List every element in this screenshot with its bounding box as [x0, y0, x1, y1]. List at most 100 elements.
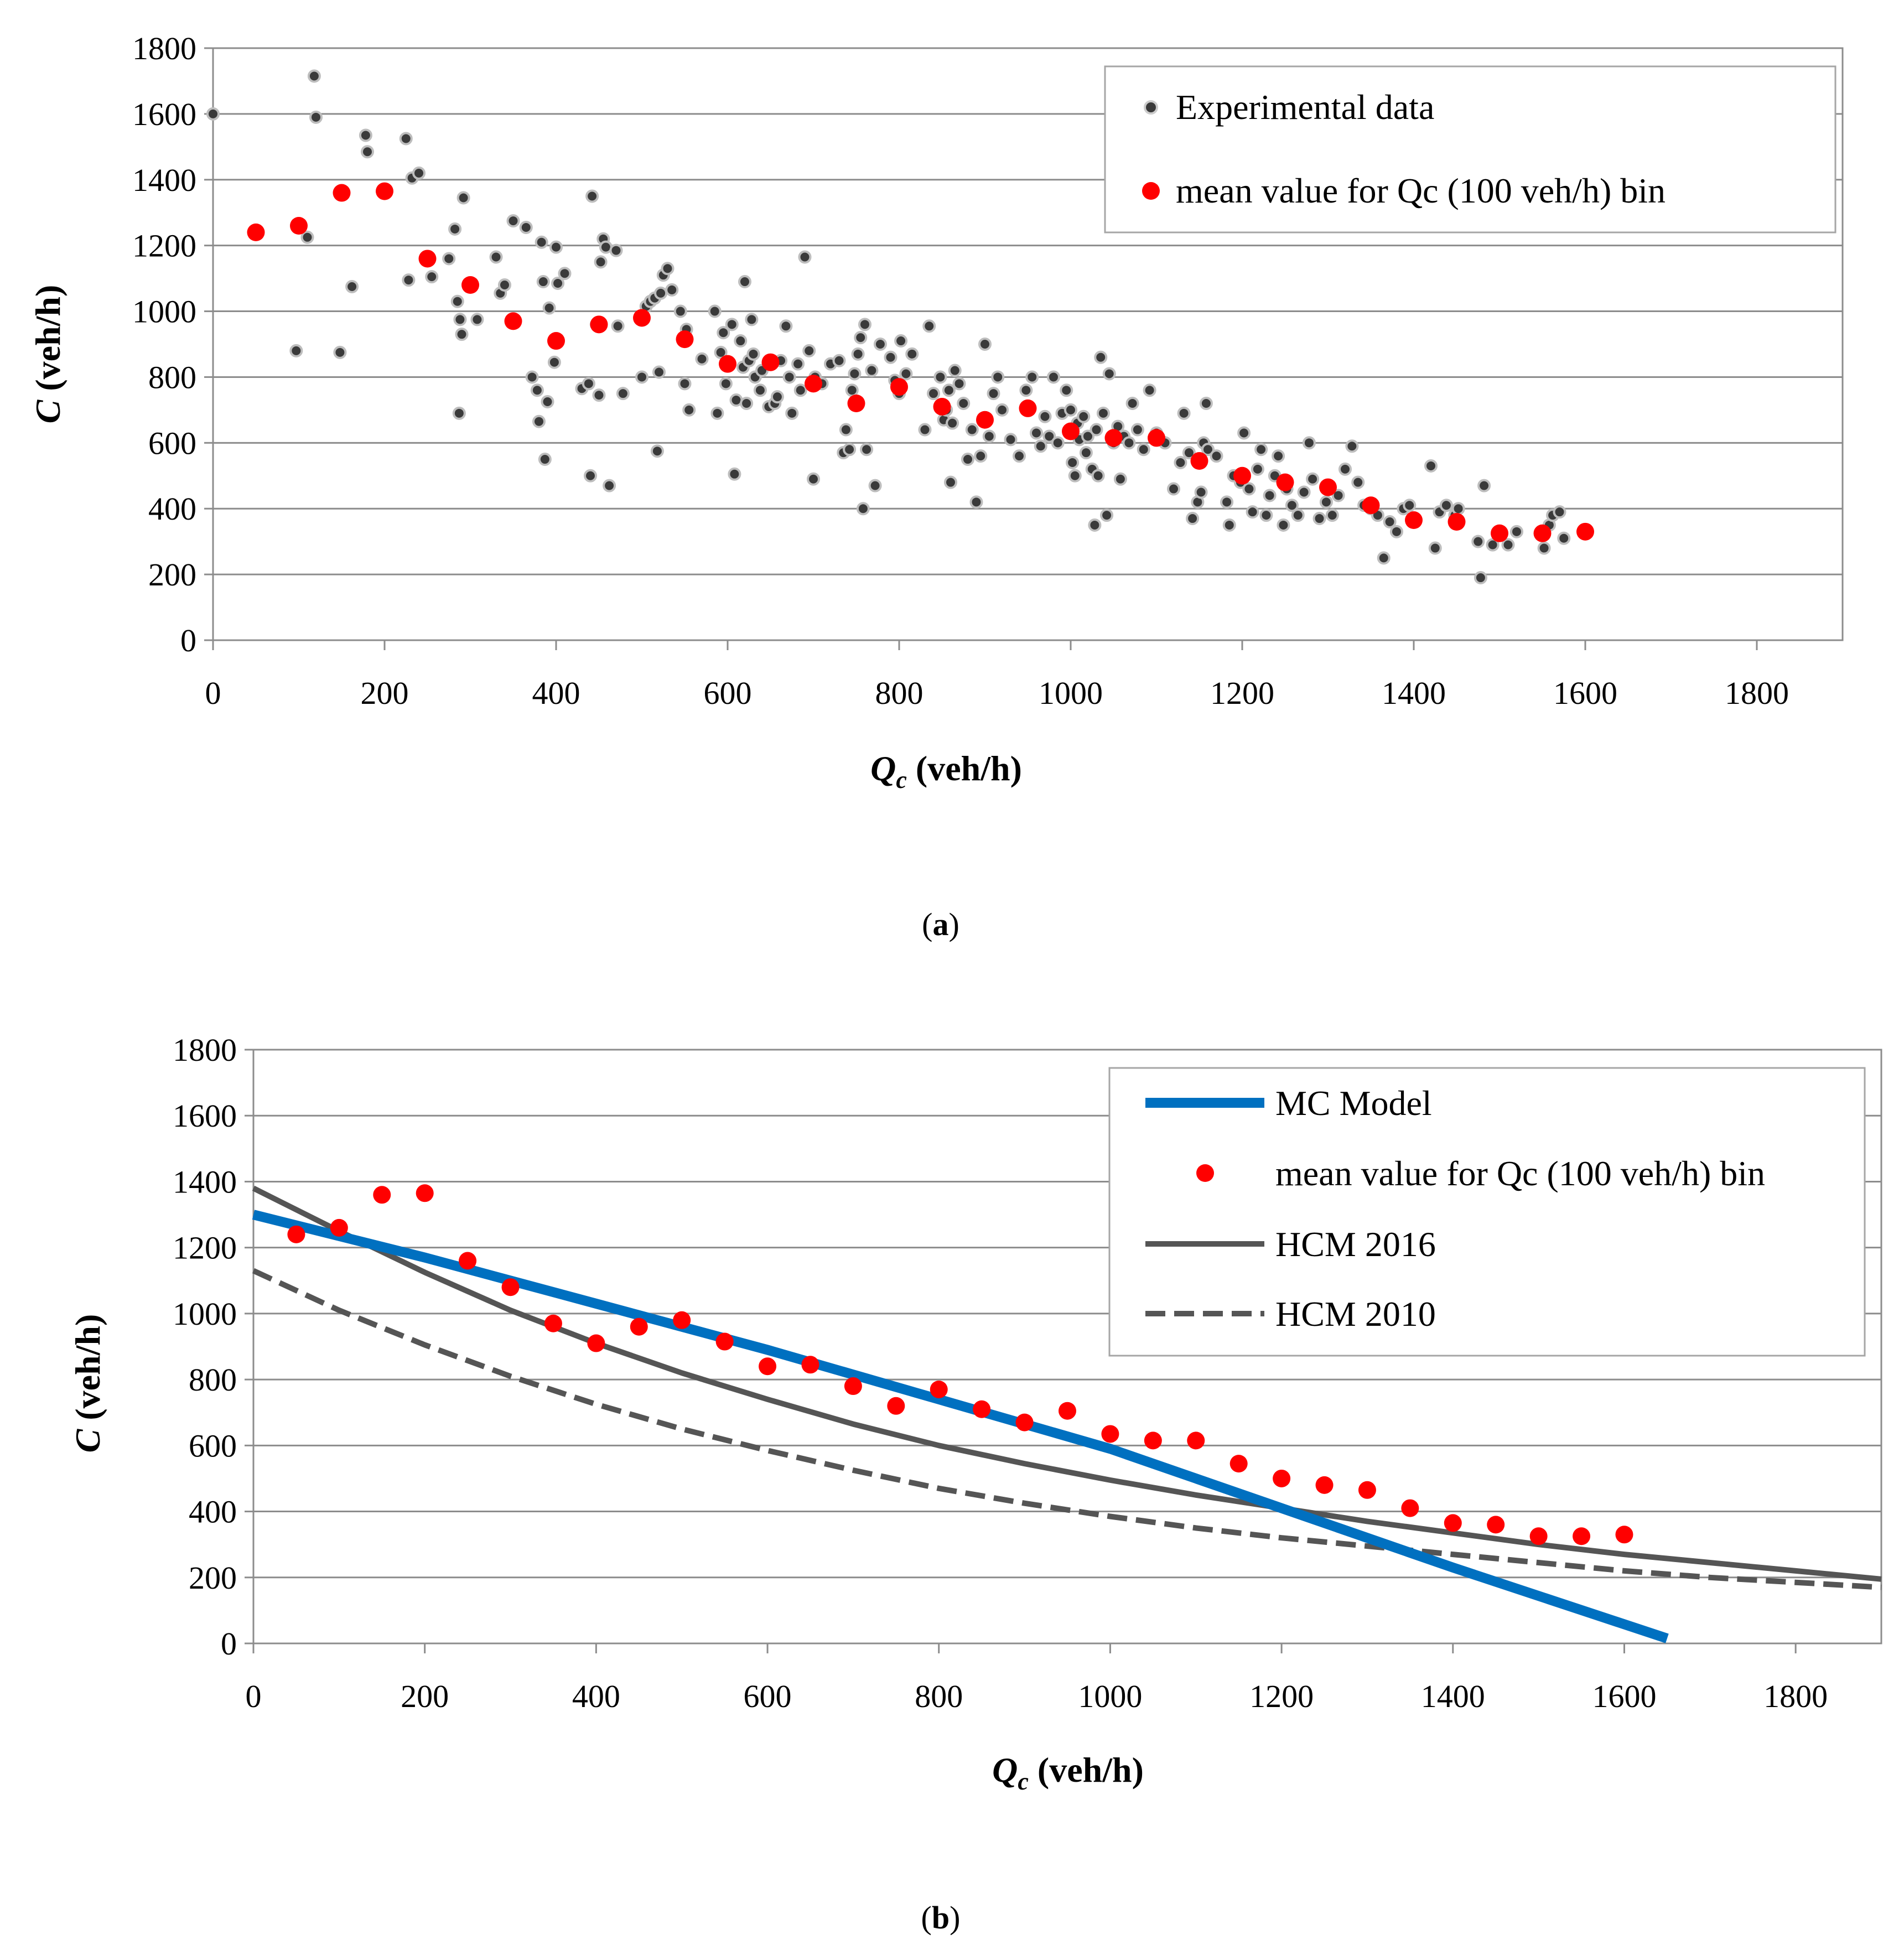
experimental-point: [894, 334, 908, 348]
experimental-point: [592, 388, 606, 402]
axes-b: [245, 1049, 1882, 1653]
experimental-point: [725, 318, 739, 331]
mean-point: [933, 397, 951, 416]
mean-point: [1319, 478, 1337, 496]
experimental-point: [839, 423, 853, 437]
experimental-point: [1194, 485, 1208, 499]
experimental-point: [1297, 485, 1311, 499]
experimental-point: [753, 383, 767, 397]
mean-point: [1405, 511, 1423, 530]
experimental-point: [1291, 509, 1305, 522]
experimental-point: [860, 443, 874, 457]
experimental-point: [1068, 469, 1082, 483]
experimental-point: [745, 313, 759, 326]
experimental-point: [1254, 443, 1268, 457]
experimental-point: [856, 502, 870, 516]
experimental-point: [506, 214, 520, 228]
experimental-point: [498, 278, 511, 292]
experimental-point: [1091, 469, 1105, 483]
experimental-point: [1186, 512, 1200, 526]
experimental-point: [991, 370, 1005, 384]
experimental-point: [412, 166, 426, 180]
experimental-point: [1537, 541, 1551, 555]
experimental-point: [1137, 443, 1150, 457]
mean-point: [1148, 429, 1165, 447]
mean-point: [715, 1332, 734, 1351]
experimental-point: [1242, 482, 1256, 496]
experimental-point: [1090, 423, 1103, 437]
y-tick-label: 1800: [173, 1032, 237, 1068]
x-tick-label: 200: [401, 1678, 449, 1714]
experimental-point: [995, 403, 1009, 417]
experimental-point: [1377, 551, 1391, 565]
experimental-point: [1246, 505, 1259, 519]
experimental-point: [1210, 449, 1223, 463]
experimental-point: [1345, 439, 1359, 453]
experimental-point: [961, 453, 974, 466]
y-tick-label: 200: [148, 557, 196, 593]
experimental-point: [678, 377, 692, 391]
experimental-point: [453, 313, 467, 326]
experimental-point: [611, 319, 625, 333]
legend-a: Experimental data mean value for Qc (100…: [1104, 65, 1836, 234]
experimental-point: [1125, 397, 1139, 410]
legend-box-a: [1104, 65, 1836, 234]
experimental-point: [558, 267, 572, 281]
y-tick-label: 1200: [132, 228, 196, 264]
legend-marker-experimental: [1144, 100, 1158, 115]
experimental-point: [1094, 350, 1108, 364]
mean-point: [333, 184, 351, 202]
mean-point: [1529, 1527, 1548, 1545]
experimental-point: [1220, 495, 1234, 509]
experimental-point: [708, 304, 722, 318]
experimental-point: [1263, 489, 1277, 502]
experimental-point: [843, 443, 857, 457]
x-tick-label: 1000: [1078, 1678, 1142, 1714]
experimental-point: [1034, 439, 1047, 453]
experimental-point: [542, 301, 556, 315]
experimental-point: [717, 326, 730, 340]
experimental-point: [1004, 433, 1018, 447]
plot-area-border: [252, 1049, 1882, 1645]
legend-label-hcm2016: HCM 2016: [1275, 1225, 1436, 1264]
mean-point: [759, 1357, 777, 1376]
y-tick-labels-b: 0 200 400 600 800 1000 1200 1400 1600 1800: [173, 1032, 237, 1662]
x-tick-label: 600: [704, 675, 752, 711]
experimental-point: [489, 250, 503, 264]
experimental-point: [399, 132, 413, 146]
mean-point: [887, 1397, 905, 1415]
y-tick-label: 400: [189, 1494, 237, 1530]
experimental-point: [538, 453, 552, 466]
experimental-point: [1081, 429, 1094, 443]
y-tick-label: 600: [148, 425, 196, 461]
y-tick-label: 1000: [173, 1296, 237, 1332]
y-tick-label: 800: [148, 359, 196, 395]
experimental-point: [873, 338, 887, 351]
experimental-point: [603, 479, 616, 492]
mean-point: [1144, 1431, 1162, 1450]
experimental-point: [944, 475, 957, 489]
panel-caption-a: (a): [922, 906, 959, 942]
experimental-point: [719, 377, 733, 391]
mean-point: [287, 1225, 305, 1243]
experimental-point: [922, 319, 936, 333]
x-tick-label: 600: [744, 1678, 792, 1714]
experimental-point: [345, 279, 359, 293]
x-tick-label: 1000: [1039, 675, 1103, 711]
mean-point: [1491, 524, 1508, 542]
mean-point: [247, 223, 265, 241]
experimental-point: [832, 354, 846, 367]
experimental-point: [1390, 525, 1403, 538]
experimental-point: [470, 313, 484, 326]
mean-point: [676, 330, 694, 349]
panel-caption-b: (b): [921, 1900, 961, 1936]
x-tick-label: 1600: [1553, 675, 1617, 711]
legend-b: MC Model mean value for Qc (100 veh/h) b…: [1108, 1067, 1866, 1357]
y-tick-label: 1800: [132, 30, 196, 66]
mean-point: [1062, 422, 1080, 440]
experimental-point: [1501, 538, 1515, 552]
y-tick-label: 1400: [132, 162, 196, 198]
legend-label-hcm2010: HCM 2010: [1275, 1294, 1436, 1334]
mean-point: [501, 1278, 520, 1296]
x-tick-label: 0: [205, 675, 221, 711]
